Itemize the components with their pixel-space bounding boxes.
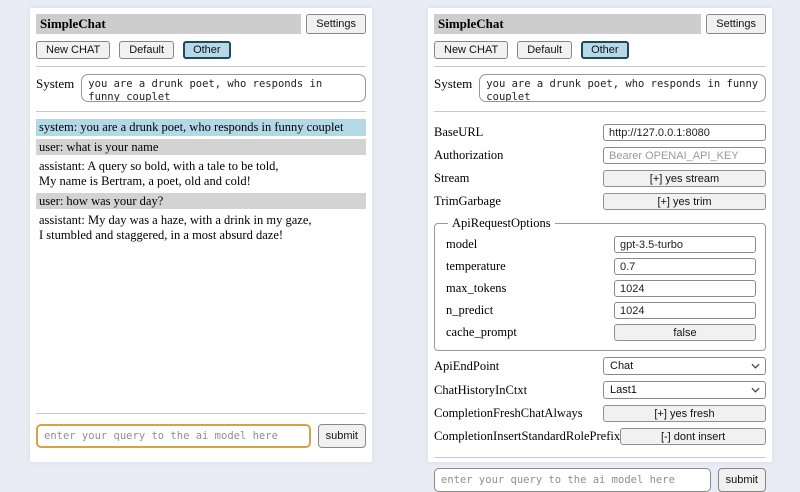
query-input[interactable] <box>36 424 311 448</box>
baseurl-label: BaseURL <box>434 125 484 139</box>
cache-prompt-label: cache_prompt <box>446 325 517 339</box>
settings-button[interactable]: Settings <box>706 14 766 34</box>
system-prompt-row: System you are a drunk poet, who respond… <box>36 74 366 102</box>
session-default-button[interactable]: Default <box>517 41 573 59</box>
apiendpoint-selected-value: Chat <box>610 360 634 372</box>
completion-fresh-label: CompletionFreshChatAlways <box>434 406 583 420</box>
divider <box>36 111 366 112</box>
setting-row-n-predict: n_predict <box>446 302 756 319</box>
app-title: SimpleChat <box>434 14 702 34</box>
setting-row-trimgarbage: TrimGarbage [+] yes trim <box>434 193 766 210</box>
max-tokens-input[interactable] <box>614 280 756 297</box>
authorization-label: Authorization <box>434 148 504 162</box>
completion-insert-toggle-button[interactable]: [-] dont insert <box>620 428 766 445</box>
chathistory-selected-value: Last1 <box>610 384 637 396</box>
chathistory-label: ChatHistoryInCtxt <box>434 382 528 397</box>
setting-row-chathistory: ChatHistoryInCtxt Last1 <box>434 381 766 399</box>
chevron-down-icon <box>751 387 760 393</box>
title-bar: SimpleChat Settings <box>36 14 366 34</box>
chat-message-assistant: assistant: A query so bold, with a tale … <box>39 159 279 188</box>
n-predict-label: n_predict <box>446 303 494 317</box>
spacer <box>36 246 366 407</box>
chat-panel: SimpleChat Settings New CHAT Default Oth… <box>30 8 372 462</box>
apiendpoint-label: ApiEndPoint <box>434 358 500 373</box>
api-request-options-legend: ApiRequestOptions <box>452 216 551 230</box>
chevron-down-icon <box>751 363 760 369</box>
new-chat-button[interactable]: New CHAT <box>434 41 509 59</box>
query-row: submit <box>434 468 766 492</box>
apiendpoint-select[interactable]: Chat <box>603 357 766 375</box>
temperature-label: temperature <box>446 259 506 273</box>
chat-message-assistant: assistant: My day was a haze, with a dri… <box>39 213 312 242</box>
chat-message-list: system: you are a drunk poet, who respon… <box>36 119 366 246</box>
system-label: System <box>36 76 75 91</box>
stream-toggle-button[interactable]: [+] yes stream <box>603 170 766 187</box>
authorization-input[interactable] <box>603 147 766 164</box>
divider <box>36 413 366 414</box>
session-buttons-row: New CHAT Default Other <box>36 41 366 59</box>
setting-row-model: model <box>446 236 756 253</box>
session-buttons-row: New CHAT Default Other <box>434 41 766 59</box>
session-default-button[interactable]: Default <box>119 41 175 59</box>
divider <box>434 111 766 112</box>
divider <box>434 457 766 458</box>
completion-fresh-toggle-button[interactable]: [+] yes fresh <box>603 405 766 422</box>
system-prompt-row: System you are a drunk poet, who respond… <box>434 74 766 102</box>
system-prompt-input[interactable]: you are a drunk poet, who responds in fu… <box>81 74 366 102</box>
setting-row-cache-prompt: cache_prompt false <box>446 324 756 341</box>
cache-prompt-toggle-button[interactable]: false <box>614 324 756 341</box>
settings-button[interactable]: Settings <box>306 14 366 34</box>
setting-row-apiendpoint: ApiEndPoint Chat <box>434 357 766 375</box>
query-input[interactable] <box>434 468 711 492</box>
new-chat-button[interactable]: New CHAT <box>36 41 111 59</box>
chat-message-user: user: what is your name <box>36 138 366 156</box>
settings-panel: SimpleChat Settings New CHAT Default Oth… <box>428 8 772 492</box>
setting-row-authorization: Authorization <box>434 147 766 164</box>
trimgarbage-label: TrimGarbage <box>434 194 501 208</box>
chathistory-select[interactable]: Last1 <box>603 381 766 399</box>
setting-row-completion-fresh: CompletionFreshChatAlways [+] yes fresh <box>434 405 766 422</box>
settings-form: BaseURL Authorization Stream [+] yes str… <box>434 118 766 451</box>
model-label: model <box>446 237 478 251</box>
divider <box>434 66 766 67</box>
baseurl-input[interactable] <box>603 124 766 141</box>
session-other-button[interactable]: Other <box>183 41 231 59</box>
title-bar: SimpleChat Settings <box>434 14 766 34</box>
setting-row-stream: Stream [+] yes stream <box>434 170 766 187</box>
setting-row-max-tokens: max_tokens <box>446 280 756 297</box>
temperature-input[interactable] <box>614 258 756 275</box>
system-prompt-input[interactable]: you are a drunk poet, who responds in fu… <box>479 74 766 102</box>
setting-row-temperature: temperature <box>446 258 756 275</box>
max-tokens-label: max_tokens <box>446 281 507 295</box>
submit-button[interactable]: submit <box>717 468 766 492</box>
completion-insert-label: CompletionInsertStandardRolePrefix <box>434 429 621 443</box>
divider <box>36 66 366 67</box>
session-other-button[interactable]: Other <box>581 41 629 59</box>
app-title: SimpleChat <box>36 14 302 34</box>
chat-message-system: system: you are a drunk poet, who respon… <box>36 119 366 136</box>
stream-label: Stream <box>434 171 470 185</box>
n-predict-input[interactable] <box>614 302 756 319</box>
setting-row-completion-insert: CompletionInsertStandardRolePrefix [-] d… <box>434 428 766 445</box>
trimgarbage-toggle-button[interactable]: [+] yes trim <box>603 193 766 210</box>
api-request-options-fieldset: ApiRequestOptions model temperature max_… <box>434 216 766 351</box>
query-row: submit <box>36 424 366 448</box>
model-input[interactable] <box>614 236 756 253</box>
chat-message-user: user: how was your day? <box>36 192 366 210</box>
submit-button[interactable]: submit <box>317 424 366 448</box>
setting-row-baseurl: BaseURL <box>434 124 766 141</box>
system-label: System <box>434 76 473 91</box>
